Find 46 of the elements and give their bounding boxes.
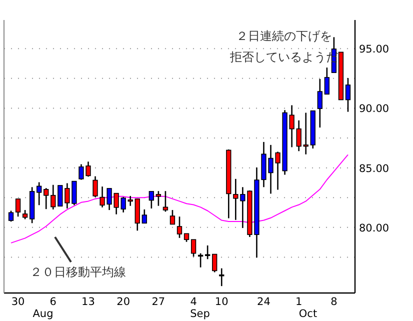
candlestick	[22, 209, 28, 220]
candlestick	[36, 182, 42, 206]
x-tick-label: 30	[11, 296, 25, 308]
x-tick-label: 24	[257, 296, 271, 308]
annotation: ２日連続の下げを	[236, 29, 332, 43]
line-series	[10, 154, 348, 244]
candlestick	[162, 190, 168, 212]
candlestick	[15, 198, 21, 218]
x-tick-label: 20	[116, 296, 130, 308]
candlestick	[156, 190, 162, 207]
candlestick	[8, 210, 14, 222]
x-tick-label: 4	[190, 296, 198, 308]
y-tick-label: 80.00	[359, 222, 390, 234]
candlestick	[212, 254, 218, 273]
candlestick	[128, 195, 133, 207]
candlestick	[170, 209, 176, 225]
candlestick	[44, 187, 49, 210]
candlestick	[296, 120, 302, 152]
y-tick-label: 90.00	[359, 103, 390, 116]
candlestick	[219, 268, 224, 287]
candlestick	[58, 185, 63, 206]
y-tick-label: 85.00	[359, 162, 390, 175]
candlestick	[50, 184, 56, 210]
candlestick	[190, 238, 196, 258]
x-tick-label: 1	[295, 296, 302, 308]
x-tick-label: 10	[214, 296, 228, 308]
x-tick-label: 27	[152, 296, 166, 308]
candlestick	[205, 244, 210, 260]
candlestick	[303, 112, 308, 156]
text: Oct	[298, 308, 318, 320]
x-tick-label: 6	[50, 296, 57, 308]
candlestick	[345, 77, 351, 112]
candlestick	[120, 196, 126, 214]
candlestick	[148, 190, 154, 210]
candlestick	[92, 176, 98, 198]
candlestick	[142, 208, 147, 224]
text: Aug	[32, 308, 54, 320]
candlestick	[324, 66, 330, 95]
candlestick	[233, 178, 238, 221]
text: Sep	[190, 308, 210, 320]
annotation: ２０日移動平均線	[30, 265, 126, 279]
y-tick-label: 95.00	[359, 44, 390, 56]
candlestick	[176, 216, 182, 239]
candlestick	[317, 78, 322, 128]
x-tick-label: 8	[330, 296, 338, 308]
x-tick-label: 13	[82, 296, 95, 308]
